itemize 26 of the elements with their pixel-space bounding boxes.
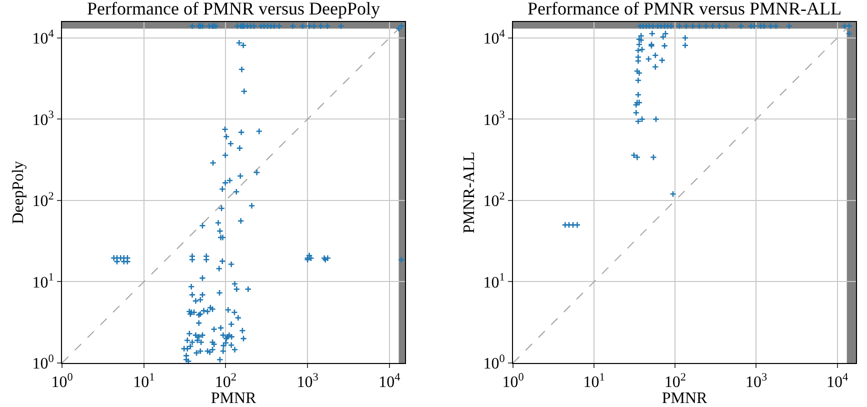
y-tick-label: 10$^{0}$ bbox=[32, 352, 54, 373]
y-tick-label: 10$^{3}$ bbox=[483, 109, 506, 129]
y-tick-label: 10$^{2}$ bbox=[483, 190, 505, 210]
y-axis-title: PMNR-ALL bbox=[461, 152, 478, 234]
y-tick-label: 10$^{4}$ bbox=[483, 28, 506, 48]
x-tick-label: 10$^{4}$ bbox=[826, 371, 849, 392]
x-tick-label: 10$^{0}$ bbox=[51, 371, 74, 392]
x-tick-label: 10$^{3}$ bbox=[296, 371, 319, 392]
y-tick-label: 10$^{1}$ bbox=[483, 272, 505, 292]
x-tick-label: 10$^{1}$ bbox=[583, 371, 605, 392]
chart-title: Performance of PMNR versus DeepPoly bbox=[87, 0, 380, 19]
x-tick-label: 10$^{4}$ bbox=[378, 371, 401, 392]
x-tick-label: 10$^{3}$ bbox=[745, 371, 768, 392]
y-axis-title: DeepPoly bbox=[10, 160, 28, 224]
x-axis-title: PMNR bbox=[210, 390, 256, 407]
y-tick-label: 10$^{3}$ bbox=[32, 109, 54, 129]
chart-title: Performance of PMNR versus PMNR-ALL bbox=[528, 0, 842, 19]
y-tick-label: 10$^{2}$ bbox=[32, 190, 54, 210]
y-tick-label: 10$^{4}$ bbox=[32, 28, 54, 48]
x-axis-title: PMNR bbox=[662, 390, 708, 407]
x-tick-label: 10$^{0}$ bbox=[502, 371, 524, 392]
y-tick-label: 10$^{1}$ bbox=[32, 272, 54, 292]
x-tick-label: 10$^{2}$ bbox=[214, 371, 237, 392]
x-tick-label: 10$^{1}$ bbox=[133, 371, 155, 392]
x-tick-label: 10$^{2}$ bbox=[664, 371, 686, 392]
y-tick-label: 10$^{0}$ bbox=[483, 352, 506, 373]
